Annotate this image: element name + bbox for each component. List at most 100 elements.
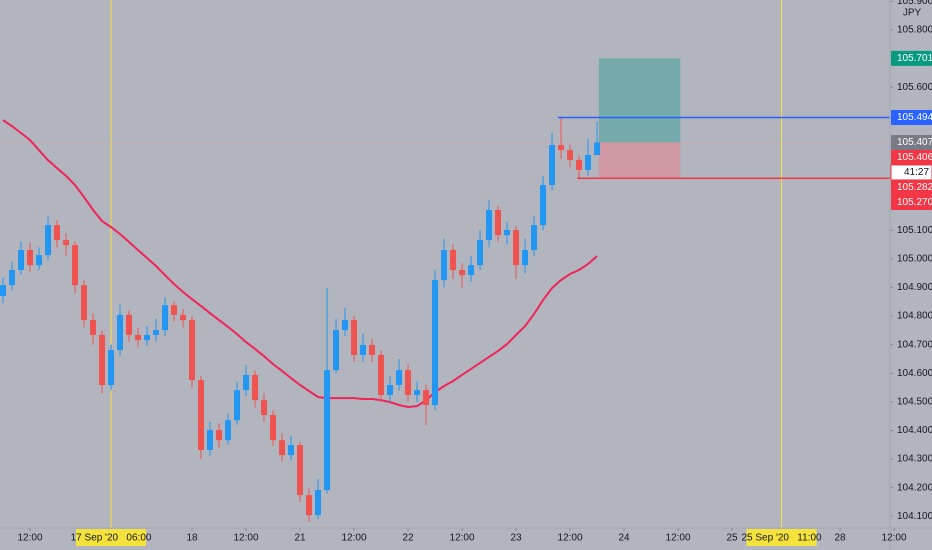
candle-body — [513, 229, 520, 266]
candle-body — [450, 249, 457, 271]
x-tick-label: 12:00 — [558, 533, 583, 544]
candle-body — [126, 314, 133, 335]
y-tick-label: 104.400 — [897, 425, 932, 436]
candle-body — [234, 390, 241, 421]
candle-body — [153, 330, 160, 335]
candle-body — [225, 420, 232, 441]
candle-body — [81, 285, 88, 321]
candle-body — [36, 255, 43, 266]
x-tick-label: 12:00 — [882, 533, 907, 544]
candle-body — [180, 314, 187, 321]
candle-body — [306, 495, 313, 516]
x-tick-label: 12:00 — [18, 533, 43, 544]
candle-body — [189, 320, 196, 381]
candle-body — [288, 445, 295, 456]
candle-body — [243, 374, 250, 391]
candle-body — [45, 225, 52, 256]
crosshair-x-label: 25 Sep '20 11:00 — [741, 533, 822, 544]
x-tick-label: 28 — [834, 533, 846, 544]
price-label: 105.282 — [897, 182, 932, 193]
candle-body — [405, 370, 412, 395]
candle-body — [324, 370, 331, 490]
y-tick-label: 105.900 — [897, 0, 932, 7]
x-tick-label: 22 — [402, 533, 414, 544]
candle-body — [117, 314, 124, 351]
candle-body — [378, 354, 385, 395]
candle-body — [216, 430, 223, 441]
candle-body — [63, 239, 70, 246]
candle-body — [567, 150, 574, 160]
candle-body — [360, 344, 367, 355]
candle-body — [441, 249, 448, 281]
y-tick-label: 104.600 — [897, 368, 932, 379]
candle-body — [315, 489, 322, 516]
candle-body — [369, 344, 376, 355]
candle-body — [54, 225, 61, 240]
x-tick-label: 12:00 — [234, 533, 259, 544]
candle-body — [585, 155, 592, 170]
price-label: 105.407 — [897, 137, 932, 148]
price-label-bg — [891, 110, 932, 126]
candle-body — [477, 239, 484, 266]
candle-body — [297, 445, 304, 496]
x-tick-label: 21 — [294, 533, 306, 544]
crosshair-x-label: 17 Sep '20 06:00 — [71, 533, 152, 544]
candle-body — [576, 159, 583, 170]
candle-body — [414, 390, 421, 395]
candle-body — [495, 209, 502, 236]
price-label-bg — [891, 149, 932, 165]
candle-body — [207, 430, 214, 450]
x-tick-label: 23 — [510, 533, 522, 544]
candle-body — [261, 400, 268, 416]
candle-body — [387, 384, 394, 395]
candle-body — [540, 185, 547, 226]
y-tick-label: 104.700 — [897, 339, 932, 350]
candle-body — [351, 320, 358, 355]
candle-body — [558, 145, 565, 151]
candle-body — [27, 249, 34, 266]
candle-body — [396, 370, 403, 385]
x-tick-label: 24 — [618, 533, 630, 544]
y-tick-label: 105.600 — [897, 82, 932, 93]
candle-body — [468, 265, 475, 276]
y-tick-label: 104.500 — [897, 397, 932, 408]
y-tick-label: 104.900 — [897, 282, 932, 293]
candle-body — [252, 374, 259, 401]
y-tick-label: 105.100 — [897, 225, 932, 236]
price-label-bg — [891, 179, 932, 195]
profit-zone — [598, 58, 681, 143]
price-label-bg — [891, 50, 932, 66]
candle-body — [144, 334, 151, 341]
y-tick-label: 104.200 — [897, 482, 932, 493]
candle-body — [342, 320, 349, 331]
y-tick-label: 104.300 — [897, 454, 932, 465]
price-label-bg — [891, 134, 932, 150]
price-label: 105.406 — [897, 152, 932, 163]
candle-body — [279, 440, 286, 456]
plot-area — [0, 0, 890, 528]
candle-body — [504, 229, 511, 236]
x-tick-label: 25 — [726, 533, 738, 544]
unit-label: JPY — [903, 8, 922, 19]
candle-body — [459, 270, 466, 276]
moving-average — [2, 119, 598, 409]
crosshair-label-bg — [746, 529, 817, 546]
candle-body — [0, 285, 7, 297]
candle-body — [270, 415, 277, 441]
candle-body — [9, 270, 16, 286]
candle-body — [198, 380, 205, 450]
y-tick-label: 104.800 — [897, 311, 932, 322]
x-tick-label: 12:00 — [342, 533, 367, 544]
loss-zone — [598, 142, 681, 179]
price-label: 105.494 — [897, 112, 932, 123]
candle-body — [486, 209, 493, 240]
candle-body — [432, 280, 439, 406]
candle-body — [171, 305, 178, 315]
candle-body — [549, 145, 556, 186]
candle-body — [594, 142, 601, 156]
candle-body — [162, 305, 169, 331]
y-tick-label: 105.800 — [897, 25, 932, 36]
